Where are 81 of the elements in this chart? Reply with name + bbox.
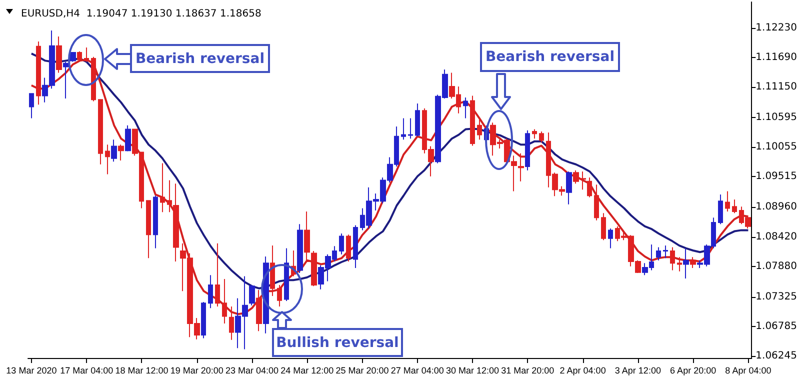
candlestick (284, 248, 289, 302)
candlestick (608, 228, 613, 249)
candlestick (539, 130, 544, 143)
y-tick-label: 1.11690 (756, 52, 798, 63)
candlestick (532, 128, 537, 140)
candlestick (415, 102, 420, 137)
candlestick (518, 152, 524, 182)
candlestick (732, 198, 737, 214)
x-tick-label: 13 Mar 2020 (6, 366, 57, 376)
candlestick (346, 234, 351, 262)
candlestick (105, 144, 110, 175)
candlestick (153, 195, 158, 249)
candlestick (401, 118, 406, 140)
candlestick (470, 95, 475, 146)
y-tick-label: 1.07325 (756, 291, 798, 302)
candlestick (683, 248, 689, 279)
candlestick (98, 99, 103, 165)
x-tick-label: 8 Apr 04:00 (725, 366, 772, 376)
candlestick (249, 284, 255, 306)
candlestick (201, 302, 206, 339)
y-tick-label: 1.10595 (756, 112, 798, 123)
y-tick-label: 1.08420 (756, 231, 798, 242)
candlestick (353, 224, 358, 269)
candlestick (70, 52, 76, 62)
x-tick-label: 18 Mar 12:00 (115, 366, 168, 376)
candlestick (677, 256, 682, 272)
candlestick (725, 190, 730, 212)
x-tick-label: 3 Apr 12:00 (614, 366, 661, 376)
x-tick-label: 27 Mar 04:00 (390, 366, 444, 376)
candlestick (690, 256, 696, 269)
candlestick (463, 96, 468, 119)
candlestick (718, 194, 723, 225)
annotation: Bearish reversal (130, 44, 270, 73)
candlestick (270, 245, 275, 297)
x-tick-label: 31 Mar 20:00 (501, 366, 554, 376)
candlestick (656, 246, 661, 261)
x-tick-label: 30 Mar 12:00 (446, 366, 500, 376)
candlestick (167, 180, 172, 213)
candlestick (29, 93, 34, 119)
candlestick (601, 212, 606, 241)
candlestick (125, 124, 131, 152)
candlestick (56, 36, 62, 74)
candlestick (173, 183, 179, 262)
candlestick (566, 171, 572, 205)
x-tick-label: 19 Mar 20:00 (170, 366, 224, 376)
candlestick (111, 139, 117, 162)
y-tick-label: 1.08960 (756, 202, 798, 213)
candlestick (525, 130, 530, 171)
y-tick-label: 1.10055 (756, 142, 798, 153)
candlestick (297, 224, 303, 274)
x-tick-label: 2 Apr 04:00 (560, 366, 606, 376)
y-tick-label: 1.06785 (756, 320, 798, 332)
candlestick (277, 284, 282, 307)
y-tick-label: 1.07880 (756, 260, 798, 272)
candlestick (587, 177, 592, 198)
y-tick-label: 1.06245 (756, 350, 798, 362)
candlestick (339, 232, 344, 255)
candlestick (663, 245, 668, 259)
annotation: Bullish reversal (272, 328, 403, 357)
candlestick (670, 246, 675, 271)
text: EURUSD,H4 1.19047 1.19130 1.18637 1.18658 (21, 8, 262, 20)
x-tick-label: 6 Apr 20:00 (670, 366, 716, 376)
y-tick-label: 1.11150 (756, 82, 798, 93)
candlestick (304, 211, 310, 261)
candlestick (594, 184, 599, 221)
x-tick-label: 17 Mar 04:00 (60, 366, 114, 376)
y-tick-label: 1.12230 (756, 22, 798, 34)
candlestick (408, 118, 413, 140)
candlestick (160, 162, 165, 213)
y-tick-label: 1.09515 (756, 171, 798, 182)
candlestick (63, 61, 69, 100)
x-tick-label: 24 Mar 12:00 (280, 366, 334, 376)
candlestick (311, 250, 317, 287)
annotation: Bearish reversal (480, 42, 620, 72)
candlestick (118, 144, 124, 162)
candlestick (215, 242, 220, 307)
candlestick (146, 200, 151, 259)
candlestick (477, 118, 482, 140)
candlestick (208, 274, 213, 309)
x-tick-label: 25 Mar 20:00 (336, 366, 389, 376)
x-tick-label: 23 Mar 04:00 (225, 366, 279, 376)
